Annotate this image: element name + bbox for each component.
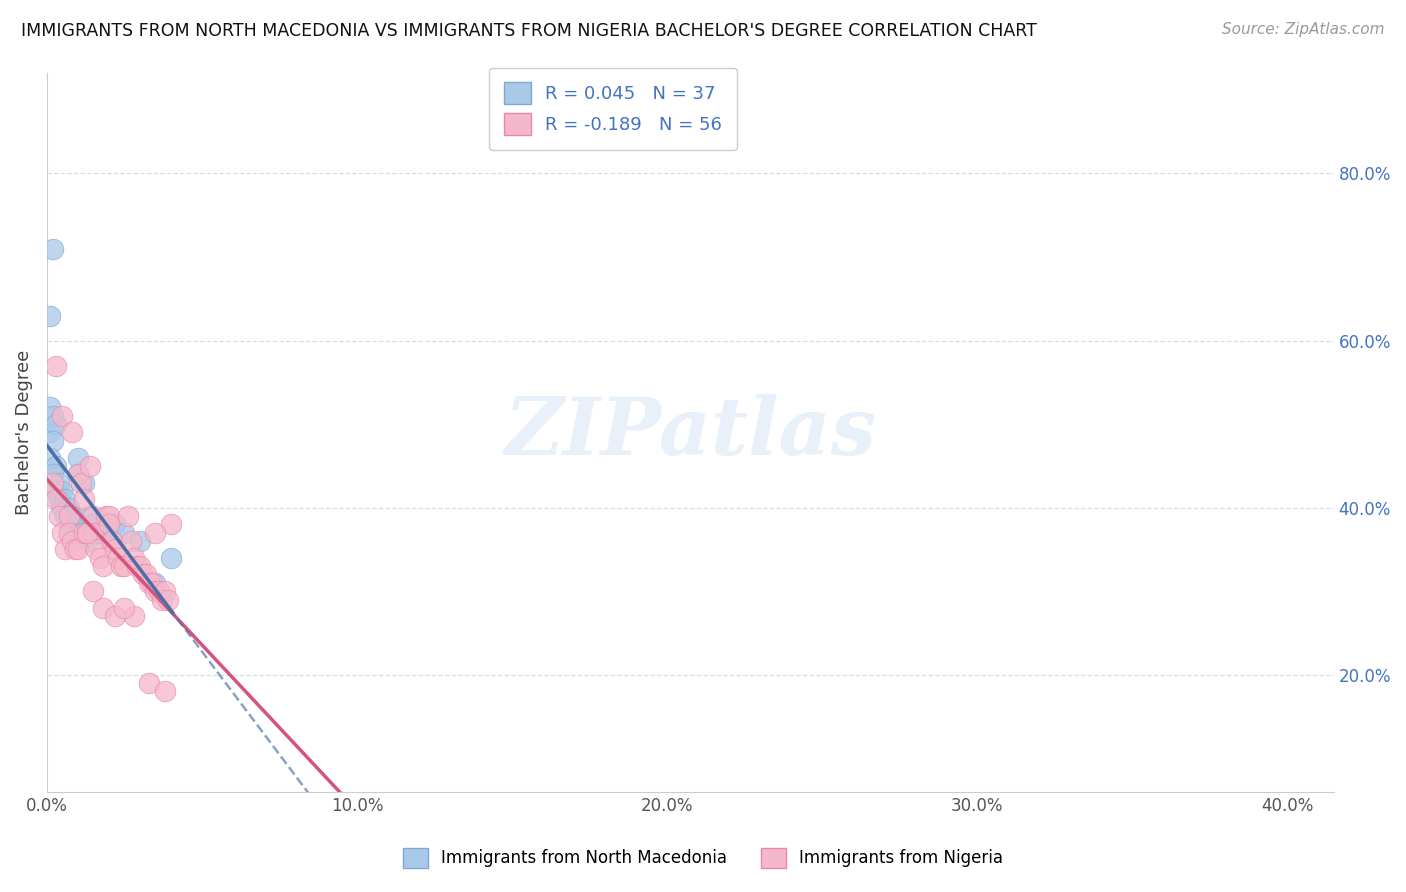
Point — [79, 508, 101, 523]
Point — [86, 542, 108, 557]
Point — [58, 508, 80, 523]
Point — [91, 525, 114, 540]
Point — [91, 601, 114, 615]
Point — [45, 492, 67, 507]
Point — [153, 684, 176, 698]
Point — [97, 517, 120, 532]
Point — [145, 584, 167, 599]
Point — [42, 409, 65, 423]
Point — [122, 550, 145, 565]
Point — [51, 525, 73, 540]
Point — [48, 475, 70, 490]
Point — [135, 567, 157, 582]
Point — [66, 467, 89, 482]
Point — [42, 475, 65, 490]
Point — [129, 534, 152, 549]
Point — [51, 409, 73, 423]
Point — [42, 467, 65, 482]
Point — [91, 559, 114, 574]
Point — [132, 567, 155, 582]
Point — [60, 508, 83, 523]
Point — [156, 592, 179, 607]
Point — [94, 508, 117, 523]
Point — [73, 492, 96, 507]
Point — [101, 534, 124, 549]
Point — [45, 483, 67, 498]
Point — [145, 575, 167, 590]
Point — [45, 417, 67, 431]
Point — [104, 517, 127, 532]
Point — [55, 542, 77, 557]
Point — [39, 450, 62, 465]
Point — [66, 542, 89, 557]
Point — [60, 525, 83, 540]
Point — [45, 359, 67, 373]
Y-axis label: Bachelor's Degree: Bachelor's Degree — [15, 350, 32, 515]
Point — [58, 525, 80, 540]
Point — [112, 559, 135, 574]
Point — [82, 584, 104, 599]
Point — [76, 534, 98, 549]
Text: Source: ZipAtlas.com: Source: ZipAtlas.com — [1222, 22, 1385, 37]
Point — [66, 467, 89, 482]
Point — [112, 525, 135, 540]
Point — [70, 475, 93, 490]
Point — [51, 483, 73, 498]
Point — [145, 525, 167, 540]
Point — [60, 534, 83, 549]
Point — [160, 517, 183, 532]
Point — [73, 475, 96, 490]
Point — [138, 575, 160, 590]
Point — [97, 534, 120, 549]
Point — [104, 542, 127, 557]
Point — [125, 559, 148, 574]
Point — [48, 508, 70, 523]
Point — [70, 525, 93, 540]
Point — [160, 550, 183, 565]
Point — [110, 559, 132, 574]
Point — [76, 525, 98, 540]
Point — [63, 517, 86, 532]
Point — [55, 492, 77, 507]
Point — [129, 559, 152, 574]
Legend: Immigrants from North Macedonia, Immigrants from Nigeria: Immigrants from North Macedonia, Immigra… — [396, 841, 1010, 875]
Point — [112, 601, 135, 615]
Point — [48, 492, 70, 507]
Point — [42, 434, 65, 448]
Point — [58, 500, 80, 515]
Point — [153, 584, 176, 599]
Point — [63, 542, 86, 557]
Point — [60, 425, 83, 440]
Point — [117, 508, 139, 523]
Text: ZIPatlas: ZIPatlas — [505, 393, 876, 471]
Point — [39, 401, 62, 415]
Point — [39, 425, 62, 440]
Point — [39, 309, 62, 323]
Text: IMMIGRANTS FROM NORTH MACEDONIA VS IMMIGRANTS FROM NIGERIA BACHELOR'S DEGREE COR: IMMIGRANTS FROM NORTH MACEDONIA VS IMMIG… — [21, 22, 1038, 40]
Point — [120, 534, 142, 549]
Point — [76, 525, 98, 540]
Point — [82, 525, 104, 540]
Point — [150, 592, 173, 607]
Point — [104, 609, 127, 624]
Point — [79, 458, 101, 473]
Point — [42, 242, 65, 256]
Point — [122, 609, 145, 624]
Point — [89, 550, 111, 565]
Point — [55, 508, 77, 523]
Point — [107, 550, 129, 565]
Point — [97, 508, 120, 523]
Point — [73, 525, 96, 540]
Point — [51, 500, 73, 515]
Point — [82, 508, 104, 523]
Point — [45, 458, 67, 473]
Point — [82, 517, 104, 532]
Legend: R = 0.045   N = 37, R = -0.189   N = 56: R = 0.045 N = 37, R = -0.189 N = 56 — [489, 68, 737, 150]
Point — [141, 575, 163, 590]
Point — [148, 584, 170, 599]
Point — [86, 525, 108, 540]
Point — [66, 450, 89, 465]
Point — [58, 517, 80, 532]
Point — [138, 676, 160, 690]
